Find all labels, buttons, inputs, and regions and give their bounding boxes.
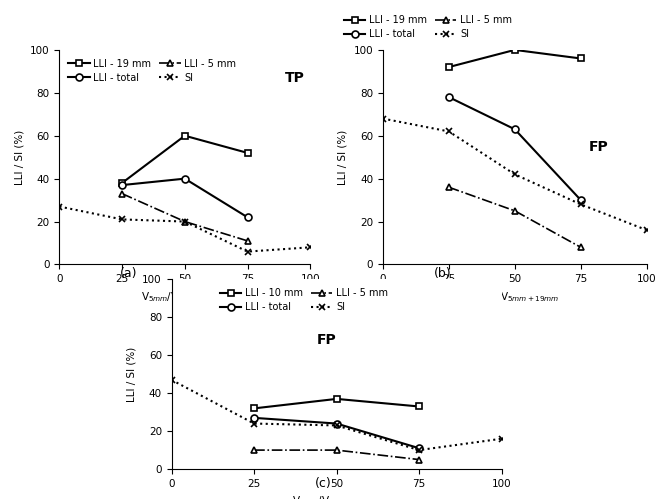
Text: (a): (a) (120, 267, 137, 280)
LLI - total (577, 197, 585, 203)
SI (415, 447, 423, 453)
SI (511, 171, 519, 177)
LLI - total (445, 94, 453, 100)
Line: LLI - 5 mm: LLI - 5 mm (119, 190, 251, 245)
SI (118, 217, 126, 223)
SI (643, 227, 651, 233)
LLI - total (250, 415, 258, 421)
LLI - 5 mm (250, 447, 258, 453)
Line: LLI - total: LLI - total (251, 414, 422, 452)
Y-axis label: LLI / SI (%): LLI / SI (%) (127, 347, 137, 402)
Text: FP: FP (589, 140, 609, 154)
LLI - total (333, 421, 341, 427)
X-axis label: V$_{5mm}$/V$_{5mm+19mm}$: V$_{5mm}$/V$_{5mm+19mm}$ (471, 290, 559, 303)
SI (250, 421, 258, 427)
LLI - 5 mm (333, 447, 341, 453)
LLI - 5 mm (415, 457, 423, 463)
LLI - total (181, 176, 189, 182)
Line: LLI - total: LLI - total (119, 175, 251, 221)
SI (306, 245, 314, 250)
LLI - 19 mm (445, 64, 453, 70)
LLI - 19 mm (118, 180, 126, 186)
Legend: LLI - 19 mm, LLI - total, LLI - 5 mm, SI: LLI - 19 mm, LLI - total, LLI - 5 mm, SI (340, 11, 516, 43)
LLI - 19 mm (511, 47, 519, 53)
X-axis label: V$_{5mm}$/V$_{5mm+10mm}$: V$_{5mm}$/V$_{5mm+10mm}$ (292, 495, 381, 499)
Line: LLI - total: LLI - total (446, 94, 584, 204)
Line: SI: SI (56, 203, 314, 255)
LLI - total (511, 126, 519, 132)
Line: SI: SI (379, 115, 650, 234)
SI (181, 219, 189, 225)
X-axis label: V$_{5mm}$/V$_{5mm+19mm}$: V$_{5mm}$/V$_{5mm+19mm}$ (141, 290, 229, 303)
LLI - 5 mm (445, 184, 453, 190)
Text: (c): (c) (315, 477, 332, 490)
LLI - 19 mm (244, 150, 251, 156)
Line: LLI - 10 mm: LLI - 10 mm (251, 395, 422, 412)
SI (498, 436, 506, 442)
SI (244, 249, 251, 254)
LLI - 10 mm (415, 404, 423, 410)
LLI - total (415, 445, 423, 451)
Legend: LLI - 19 mm, LLI - total, LLI - 5 mm, SI: LLI - 19 mm, LLI - total, LLI - 5 mm, SI (64, 55, 240, 86)
Line: LLI - 5 mm: LLI - 5 mm (446, 184, 584, 251)
LLI - 5 mm (244, 238, 251, 244)
SI (333, 423, 341, 429)
LLI - 19 mm (181, 133, 189, 139)
SI (379, 116, 387, 122)
Text: TP: TP (285, 71, 305, 85)
LLI - total (244, 214, 251, 220)
SI (168, 377, 176, 383)
Line: LLI - 5 mm: LLI - 5 mm (251, 447, 422, 463)
Text: (b): (b) (434, 267, 451, 280)
Line: LLI - 19 mm: LLI - 19 mm (446, 46, 584, 70)
SI (445, 128, 453, 134)
LLI - 5 mm (511, 208, 519, 214)
Y-axis label: LLI / SI (%): LLI / SI (%) (15, 130, 24, 185)
SI (55, 204, 63, 210)
LLI - 10 mm (250, 405, 258, 411)
LLI - 10 mm (333, 396, 341, 402)
Y-axis label: LLI / SI (%): LLI / SI (%) (338, 130, 348, 185)
Text: FP: FP (317, 332, 337, 346)
Line: SI: SI (168, 376, 505, 454)
Line: LLI - 19 mm: LLI - 19 mm (119, 132, 251, 187)
LLI - 5 mm (577, 245, 585, 250)
SI (577, 202, 585, 208)
LLI - 5 mm (181, 219, 189, 225)
LLI - total (118, 182, 126, 188)
Legend: LLI - 10 mm, LLI - total, LLI - 5 mm, SI: LLI - 10 mm, LLI - total, LLI - 5 mm, SI (216, 284, 392, 316)
LLI - 5 mm (118, 191, 126, 197)
LLI - 19 mm (577, 55, 585, 61)
